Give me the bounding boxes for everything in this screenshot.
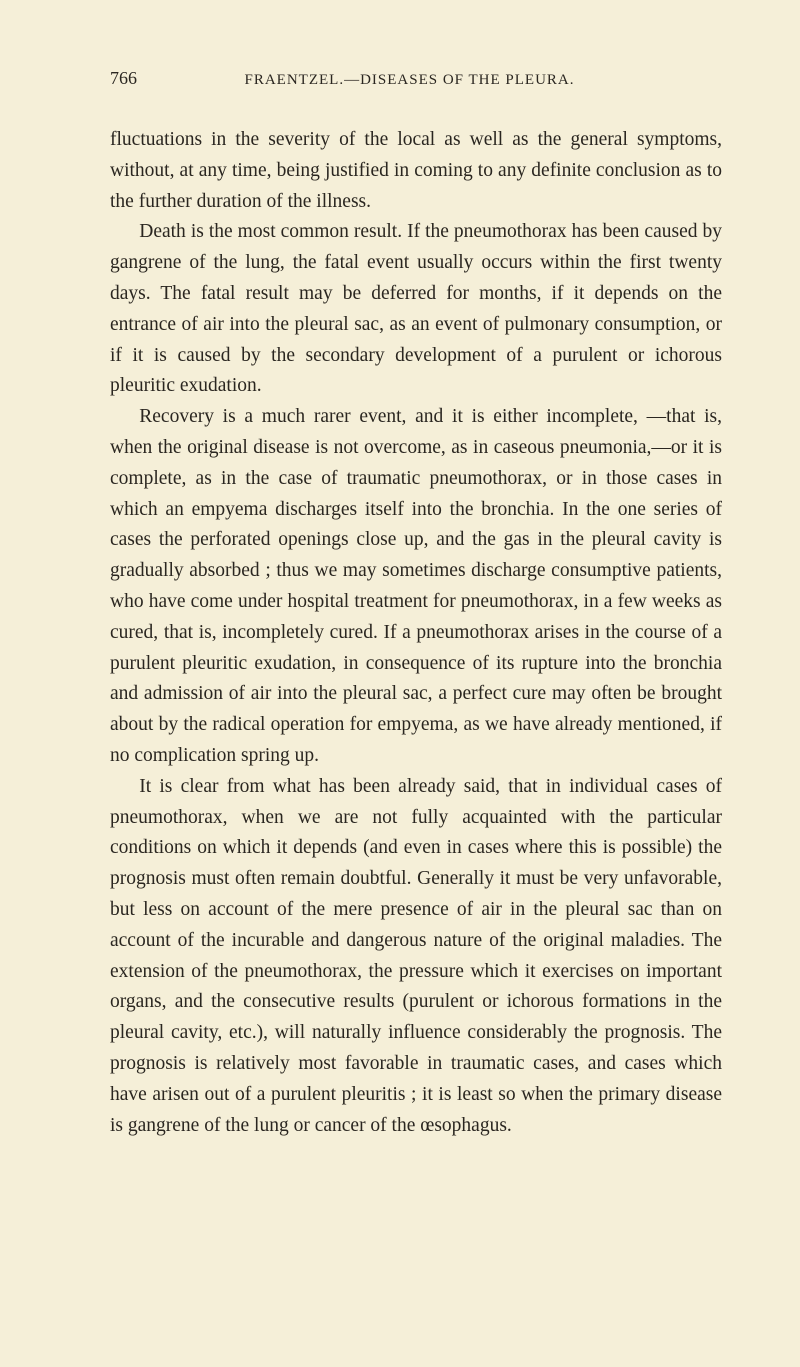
- paragraph: Death is the most common result. If the …: [110, 217, 722, 402]
- paragraph: It is clear from what has been already s…: [110, 772, 722, 1142]
- document-page: 766 FRAENTZEL.—DISEASES OF THE PLEURA. f…: [0, 0, 800, 1201]
- body-text: fluctuations in the severity of the loca…: [110, 125, 722, 1141]
- paragraph: Recovery is a much rarer event, and it i…: [110, 402, 722, 772]
- page-header: 766 FRAENTZEL.—DISEASES OF THE PLEURA.: [110, 68, 722, 89]
- running-title: FRAENTZEL.—DISEASES OF THE PLEURA.: [97, 72, 722, 89]
- paragraph: fluctuations in the severity of the loca…: [110, 125, 722, 217]
